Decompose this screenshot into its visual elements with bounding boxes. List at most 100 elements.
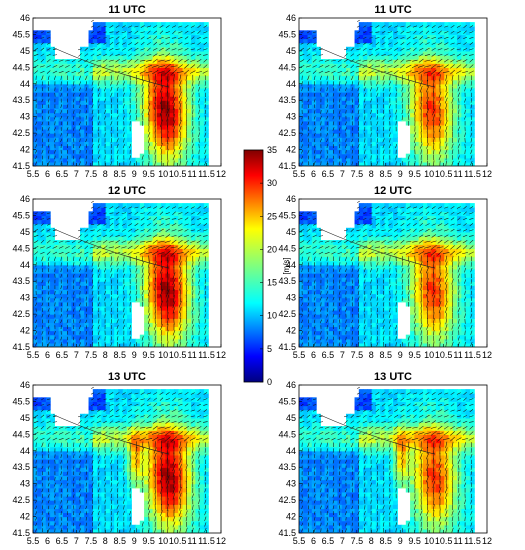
colorbar-tick-label: 15 bbox=[267, 278, 277, 288]
y-tick-label: 42 bbox=[286, 512, 296, 522]
x-tick-label: 11.5 bbox=[464, 350, 481, 360]
x-tick-label: 6.5 bbox=[56, 169, 69, 179]
y-tick-label: 41.5 bbox=[12, 342, 30, 352]
y-tick-label: 43 bbox=[20, 112, 30, 122]
coastline bbox=[319, 228, 436, 269]
x-tick-label: 10 bbox=[158, 350, 168, 360]
x-tick-label: 9.5 bbox=[142, 536, 155, 546]
y-tick-label: 43.5 bbox=[278, 276, 296, 286]
y-tick-label: 43 bbox=[20, 479, 30, 489]
y-tick-label: 45.5 bbox=[12, 396, 30, 406]
y-tick-label: 45.5 bbox=[278, 29, 296, 39]
x-tick-label: 7.5 bbox=[351, 536, 364, 546]
y-tick-label: 42.5 bbox=[12, 495, 30, 505]
y-tick-label: 46 bbox=[286, 194, 296, 204]
x-tick-label: 8 bbox=[103, 350, 108, 360]
colorbar-tick-label: 10 bbox=[267, 311, 277, 321]
x-tick-label: 6 bbox=[311, 350, 316, 360]
x-tick-label: 11 bbox=[453, 350, 462, 360]
y-tick-label: 42 bbox=[20, 512, 30, 522]
x-tick-label: 11 bbox=[453, 169, 462, 179]
x-tick-label: 11.5 bbox=[198, 536, 215, 546]
map-panel: 13 UTC 5.5 6 6.5 7 7.5 8 8.5 9 9.5 10 10.5 11 11.5 12 4… bbox=[12, 371, 226, 546]
x-tick-label: 5.5 bbox=[27, 536, 40, 546]
x-tick-label: 12 bbox=[482, 169, 492, 179]
map-panel: 13 UTC 5.5 6 6.5 7 7.5 8 8.5 9 9.5 10 10.5 11 11.5 12 4… bbox=[278, 371, 492, 546]
x-tick-label: 6 bbox=[45, 169, 50, 179]
x-tick-label: 6.5 bbox=[322, 350, 335, 360]
x-tick-label: 8.5 bbox=[380, 169, 393, 179]
panel-title: 11 UTC bbox=[374, 4, 411, 16]
wind-vectors bbox=[33, 19, 209, 166]
panel-title: 12 UTC bbox=[108, 185, 146, 197]
y-tick-label: 44 bbox=[286, 79, 296, 89]
y-tick-label: 45 bbox=[286, 413, 296, 423]
x-tick-label: 8.5 bbox=[114, 169, 127, 179]
y-tick-label: 42.5 bbox=[12, 128, 30, 138]
x-tick-label: 7 bbox=[340, 536, 345, 546]
colorbar-tick-label: 30 bbox=[267, 178, 277, 188]
coastline bbox=[53, 228, 170, 269]
x-tick-label: 7.5 bbox=[351, 350, 364, 360]
map-panel: 11 UTC 5.5 6 6.5 7 7.5 8 8.5 9 9.5 10 10.5 11 11.5 12 4… bbox=[12, 4, 226, 179]
axes-frame bbox=[298, 198, 488, 348]
x-tick-label: 8 bbox=[369, 169, 374, 179]
x-tick-label: 7 bbox=[74, 169, 79, 179]
y-tick-label: 41.5 bbox=[278, 528, 296, 538]
x-tick-label: 12 bbox=[216, 169, 226, 179]
x-tick-label: 7 bbox=[340, 350, 345, 360]
y-tick-label: 45.5 bbox=[12, 29, 30, 39]
y-tick-label: 46 bbox=[20, 194, 30, 204]
x-tick-label: 11 bbox=[453, 536, 462, 546]
x-tick-label: 7.5 bbox=[351, 169, 364, 179]
wind-speed-field bbox=[33, 203, 209, 347]
y-tick-label: 42.5 bbox=[278, 495, 296, 505]
y-tick-label: 44.5 bbox=[12, 62, 30, 72]
colorbar-tick-label: 5 bbox=[267, 344, 272, 354]
x-tick-label: 10 bbox=[424, 169, 434, 179]
x-tick-label: 10 bbox=[158, 169, 168, 179]
y-tick-label: 42.5 bbox=[12, 309, 30, 319]
x-tick-label: 9 bbox=[398, 536, 403, 546]
panel-title: 11 UTC bbox=[108, 4, 145, 16]
x-tick-label: 11 bbox=[187, 350, 196, 360]
y-tick-label: 42 bbox=[286, 326, 296, 336]
y-tick-label: 44 bbox=[286, 446, 296, 456]
colorbar-ticks: 0 5 10 15 20 25 30 35 bbox=[260, 145, 277, 387]
map-panel: 11 UTC 5.5 6 6.5 7 7.5 8 8.5 9 9.5 10 10.5 11 11.5 12 4… bbox=[278, 4, 492, 179]
coastline bbox=[53, 414, 170, 455]
y-tick-label: 44.5 bbox=[278, 243, 296, 253]
y-tick-label: 42 bbox=[20, 326, 30, 336]
x-tick-label: 6 bbox=[311, 536, 316, 546]
y-tick-label: 42.5 bbox=[278, 309, 296, 319]
x-tick-label: 8.5 bbox=[114, 350, 127, 360]
y-tick-label: 43.5 bbox=[278, 95, 296, 105]
x-tick-label: 9 bbox=[398, 169, 403, 179]
y-tick-label: 43 bbox=[20, 293, 30, 303]
x-tick-label: 6.5 bbox=[322, 169, 335, 179]
y-tick-label: 45.5 bbox=[278, 396, 296, 406]
y-tick-label: 45 bbox=[20, 227, 30, 237]
x-tick-label: 9.5 bbox=[142, 350, 155, 360]
x-tick-label: 5.5 bbox=[293, 536, 306, 546]
y-tick-label: 46 bbox=[286, 13, 296, 23]
y-tick-label: 44.5 bbox=[278, 429, 296, 439]
x-tick-label: 12 bbox=[482, 350, 492, 360]
x-tick-label: 8 bbox=[369, 350, 374, 360]
y-tick-label: 45.5 bbox=[278, 210, 296, 220]
wind-vectors bbox=[299, 386, 475, 533]
x-tick-label: 5.5 bbox=[27, 350, 40, 360]
x-tick-label: 11.5 bbox=[198, 169, 215, 179]
colorbar-tick-label: 20 bbox=[267, 244, 277, 254]
x-tick-label: 6.5 bbox=[322, 536, 335, 546]
x-tick-label: 9 bbox=[398, 350, 403, 360]
wind-vectors bbox=[33, 200, 209, 347]
x-tick-label: 7.5 bbox=[85, 536, 98, 546]
colorbar-gradient bbox=[243, 149, 264, 383]
x-tick-label: 10.5 bbox=[435, 350, 453, 360]
wind-vectors bbox=[299, 200, 475, 347]
y-tick-label: 43 bbox=[286, 479, 296, 489]
x-tick-label: 12 bbox=[216, 350, 226, 360]
y-tick-label: 43.5 bbox=[12, 276, 30, 286]
